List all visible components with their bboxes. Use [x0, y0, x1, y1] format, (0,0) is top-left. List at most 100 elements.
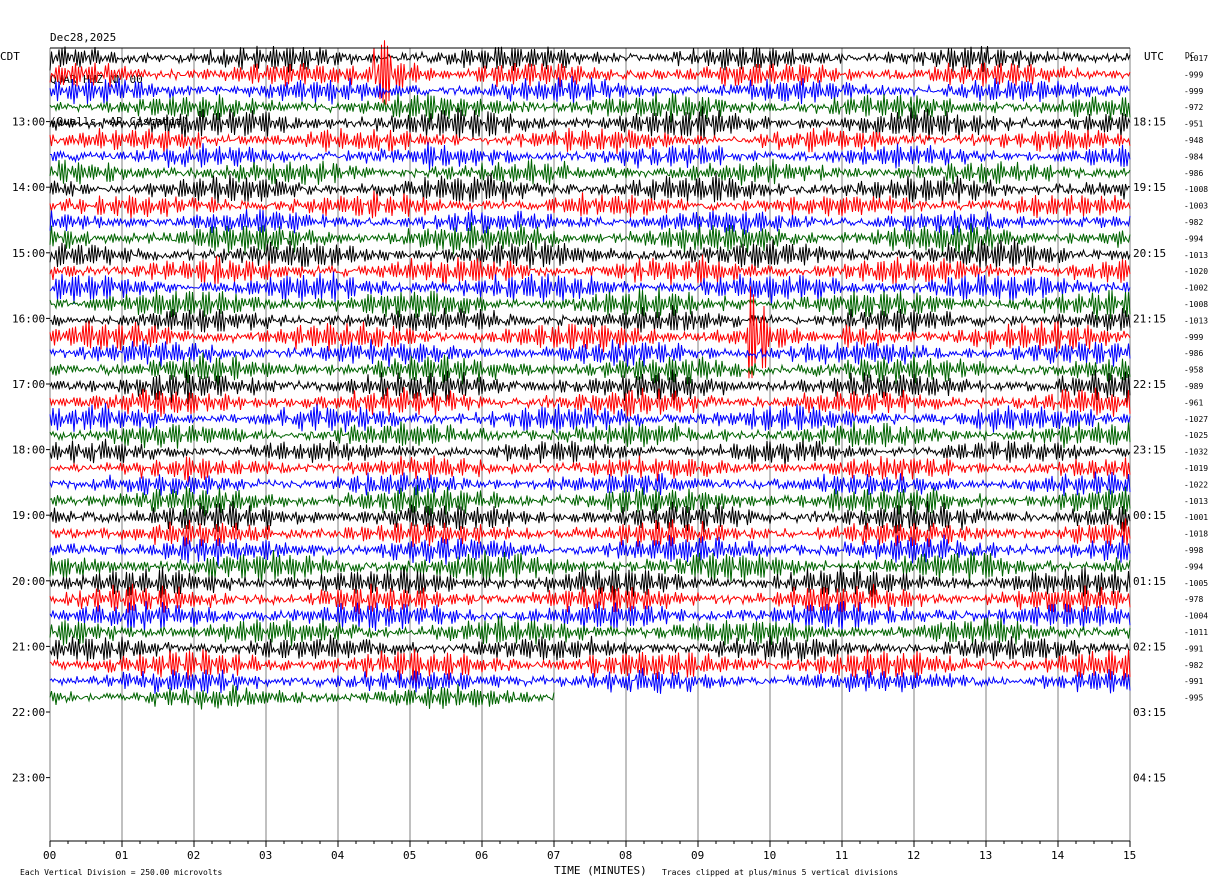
dc-offset-label: -984 [1184, 152, 1203, 161]
seismic-trace-green [49, 92, 1131, 123]
seismic-trace-red [49, 190, 1131, 219]
dc-offset-label: -1002 [1184, 284, 1208, 293]
dc-offset-label: -999 [1184, 70, 1203, 79]
seismic-trace-green [49, 158, 1131, 186]
dc-offset-label: -999 [1184, 87, 1203, 96]
dc-offset-label: -1032 [1184, 448, 1208, 457]
dc-offset-label: -989 [1184, 382, 1203, 391]
dc-offset-label: -1022 [1184, 480, 1208, 489]
left-time-label: 20:00 [12, 575, 45, 588]
seismic-trace-black [49, 172, 1131, 205]
right-time-label: 03:15 [1133, 706, 1166, 719]
seismic-trace-green [49, 222, 1131, 256]
right-time-label: 04:15 [1133, 772, 1166, 785]
x-tick-label: 06 [475, 849, 488, 862]
dc-offset-label: -958 [1184, 366, 1203, 375]
left-time-label: 14:00 [12, 181, 45, 194]
x-tick-label: 04 [331, 849, 345, 862]
left-time-label: 15:00 [12, 247, 45, 260]
x-axis-title: TIME (MINUTES) [554, 864, 647, 877]
right-time-label: 01:15 [1133, 575, 1166, 588]
dc-offset-label: -1027 [1184, 415, 1208, 424]
dc-offset-label: -995 [1184, 694, 1203, 703]
dc-offset-label: -1004 [1184, 612, 1208, 621]
dc-offset-label: -991 [1184, 644, 1203, 653]
seismic-trace-green [49, 421, 1131, 449]
left-time-label: 13:00 [12, 116, 45, 129]
right-time-label: 18:15 [1133, 116, 1166, 129]
dc-offset-label: -1020 [1184, 267, 1208, 276]
dc-offset-label: -991 [1184, 677, 1203, 686]
left-time-label: 22:00 [12, 706, 45, 719]
x-tick-label: 00 [43, 849, 56, 862]
dc-offset-label: -1018 [1184, 530, 1208, 539]
seismic-trace-blue [49, 667, 1131, 694]
seismic-trace-green [49, 287, 1131, 320]
left-timezone-label: CDT [0, 50, 20, 63]
x-tick-label: 03 [259, 849, 272, 862]
seismic-trace-red [49, 518, 1131, 548]
right-timezone-label: UTC [1144, 50, 1164, 63]
x-tick-label: 07 [547, 849, 560, 862]
left-time-label: 18:00 [12, 444, 45, 457]
axes-layer: 00 01 02 03 04 05 06 07 08 09 10 11 12 13 14 15 13:00 14:… [12, 47, 1208, 862]
seismic-trace-red [49, 286, 1131, 379]
dc-offset-label: -1005 [1184, 579, 1208, 588]
seismic-trace-black [49, 369, 1131, 405]
dc-header-label: DC [1185, 51, 1195, 60]
left-time-label: 23:00 [12, 772, 45, 785]
seismic-trace-blue [49, 471, 1131, 497]
right-time-label: 00:15 [1133, 509, 1166, 522]
seismic-trace-red [49, 583, 1131, 615]
dc-offset-label: -1019 [1184, 464, 1208, 473]
dc-offset-label: -978 [1184, 595, 1203, 604]
right-time-label: 22:15 [1133, 378, 1166, 391]
seismic-trace-green [49, 616, 1131, 647]
x-tick-label: 05 [403, 849, 416, 862]
left-time-label: 17:00 [12, 378, 45, 391]
seismic-trace-red [49, 455, 1131, 483]
dc-offset-label: -982 [1184, 661, 1203, 670]
x-tick-label: 10 [763, 849, 776, 862]
dc-offset-label: -951 [1184, 120, 1203, 129]
dc-offset-label: -1025 [1184, 431, 1208, 440]
x-tick-label: 13 [979, 849, 992, 862]
seismic-trace-blue [49, 339, 1131, 368]
dc-offset-label: -1011 [1184, 628, 1208, 637]
dc-offset-label: -986 [1184, 169, 1203, 178]
dc-offset-label: -948 [1184, 136, 1203, 145]
x-tick-label: 01 [115, 849, 128, 862]
x-tick-label: 08 [619, 849, 632, 862]
seismic-trace-black [49, 500, 1131, 534]
seismic-trace-black [49, 634, 1131, 663]
seismic-trace-green [49, 550, 1131, 585]
x-tick-label: 02 [187, 849, 200, 862]
seismic-trace-blue [49, 209, 1131, 236]
seismic-trace-blue [49, 142, 1131, 171]
seismic-trace-black [49, 305, 1131, 335]
right-time-label: 23:15 [1133, 444, 1166, 457]
right-time-label: 02:15 [1133, 640, 1166, 653]
right-time-label: 20:15 [1133, 247, 1166, 260]
trace-layer [49, 40, 1131, 710]
dc-offset-label: -1003 [1184, 202, 1208, 211]
left-time-label: 19:00 [12, 509, 45, 522]
seismic-trace-red [49, 254, 1131, 287]
seismic-trace-red [49, 40, 1131, 105]
seismic-trace-black [49, 45, 1131, 73]
seismic-trace-green [49, 683, 555, 710]
left-time-label: 16:00 [12, 312, 45, 325]
dc-offset-label: -961 [1184, 398, 1203, 407]
dc-offset-label: -1008 [1184, 185, 1208, 194]
seismic-trace-blue [49, 75, 1131, 105]
dc-offset-label: -994 [1184, 562, 1203, 571]
dc-offset-label: -1001 [1184, 513, 1208, 522]
scale-note: Each Vertical Division = 250.00 microvol… [20, 868, 222, 877]
left-time-label: 21:00 [12, 640, 45, 653]
seismic-trace-red [49, 127, 1131, 155]
right-time-label: 19:15 [1133, 181, 1166, 194]
dc-offset-label: -986 [1184, 349, 1203, 358]
x-tick-label: 15 [1123, 849, 1136, 862]
clip-note: Traces clipped at plus/minus 5 vertical … [662, 868, 898, 877]
